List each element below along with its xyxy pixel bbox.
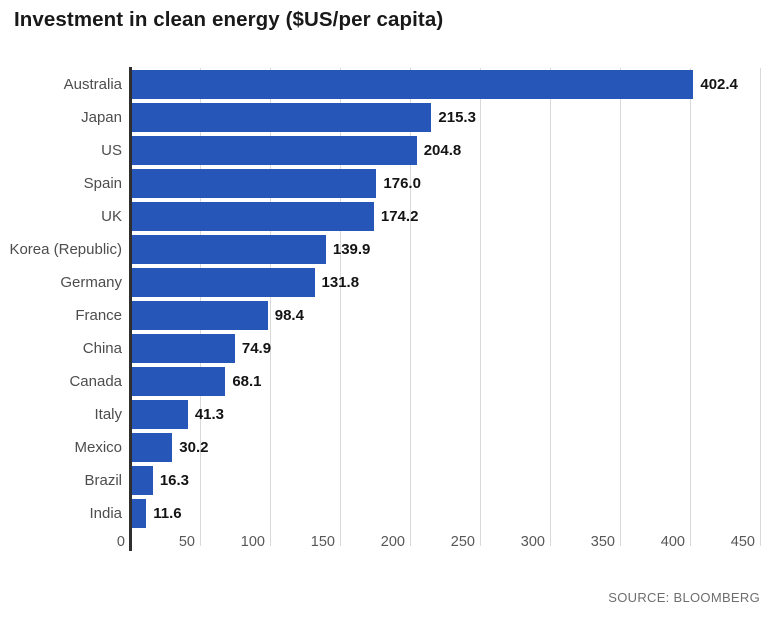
x-tick-label: 100 xyxy=(240,534,265,550)
value-label: 16.3 xyxy=(159,472,190,489)
x-tick-label: 400 xyxy=(660,534,685,550)
bar xyxy=(130,499,147,528)
bar xyxy=(130,235,326,264)
bar-row: 215.3 xyxy=(130,101,770,134)
x-tick-label: 450 xyxy=(730,534,755,550)
gridline xyxy=(550,68,551,546)
bar-row: 98.4 xyxy=(130,299,770,332)
category-label: Canada xyxy=(69,373,122,390)
x-tick-label: 50 xyxy=(178,534,195,550)
value-label: 402.4 xyxy=(700,76,738,93)
bar xyxy=(130,136,417,165)
bar xyxy=(130,334,235,363)
value-label: 131.8 xyxy=(321,274,360,291)
bar-row: 176.0 xyxy=(130,167,770,200)
gridline xyxy=(760,68,761,546)
x-tick-label: 350 xyxy=(590,534,615,550)
category-label: India xyxy=(89,505,122,522)
value-label: 176.0 xyxy=(383,175,421,192)
gridline xyxy=(410,68,411,546)
bar-row: 74.9 xyxy=(130,332,770,365)
bar-row: 131.8 xyxy=(130,266,770,299)
value-label: 30.2 xyxy=(179,439,209,456)
bar xyxy=(130,433,173,462)
bar xyxy=(130,400,188,429)
category-label: Brazil xyxy=(84,472,122,489)
bar xyxy=(130,70,694,99)
bar xyxy=(130,202,374,231)
y-axis-line xyxy=(129,67,132,551)
category-label: France xyxy=(75,307,122,324)
category-label: Korea (Republic) xyxy=(9,241,122,258)
x-tick-label: 150 xyxy=(310,534,335,550)
value-label: 11.6 xyxy=(153,505,182,522)
value-label: 139.9 xyxy=(332,241,371,258)
bar-row: 139.9 xyxy=(130,233,770,266)
bar-row: 174.2 xyxy=(130,200,770,233)
x-tick-label: 0 xyxy=(116,534,125,550)
bar xyxy=(130,466,153,495)
x-tick-label: 200 xyxy=(380,534,405,550)
bar xyxy=(130,268,315,297)
bar-row: 16.3 xyxy=(130,464,770,497)
value-label: 215.3 xyxy=(438,109,476,126)
chart-title: Investment in clean energy ($US/per capi… xyxy=(14,8,444,31)
value-label: 98.4 xyxy=(274,307,304,324)
value-label: 74.9 xyxy=(241,340,272,357)
value-label: 174.2 xyxy=(380,208,419,225)
bar-row: 30.2 xyxy=(130,431,770,464)
bar xyxy=(130,301,268,330)
category-axis: Australia Japan US Spain UK Korea (Republic) G… xyxy=(0,68,122,530)
gridline xyxy=(620,68,621,546)
category-label: Italy xyxy=(94,406,122,423)
bar xyxy=(130,367,226,396)
value-label: 204.8 xyxy=(423,142,462,159)
value-label: 41.3 xyxy=(194,406,225,423)
gridline xyxy=(690,68,691,546)
category-label: China xyxy=(82,340,122,357)
bar-row: 11.6 xyxy=(130,497,770,530)
bar xyxy=(130,103,432,132)
bar-row: 204.8 xyxy=(130,134,770,167)
bar-row: 402.4 xyxy=(130,68,770,101)
gridline xyxy=(270,68,271,546)
category-label: US xyxy=(101,142,122,159)
gridline xyxy=(480,68,481,546)
category-label: Mexico xyxy=(74,439,122,456)
bar-row: 68.1 xyxy=(130,365,770,398)
bar-row: 41.3 xyxy=(130,398,770,431)
gridline xyxy=(340,68,341,546)
x-tick-label: 250 xyxy=(450,534,475,550)
category-label: Australia xyxy=(63,76,122,93)
category-label: Spain xyxy=(83,175,122,192)
category-label: Japan xyxy=(81,109,122,126)
x-tick-label: 300 xyxy=(520,534,545,550)
source-credit: SOURCE: BLOOMBERG xyxy=(608,590,760,605)
plot-area: 0 50 100 150 200 250 300 350 400 450 402.4 215.3 204… xyxy=(117,67,770,551)
value-label: 68.1 xyxy=(232,373,262,390)
category-label: Germany xyxy=(60,274,122,291)
bar xyxy=(130,169,377,198)
category-label: UK xyxy=(101,208,122,225)
